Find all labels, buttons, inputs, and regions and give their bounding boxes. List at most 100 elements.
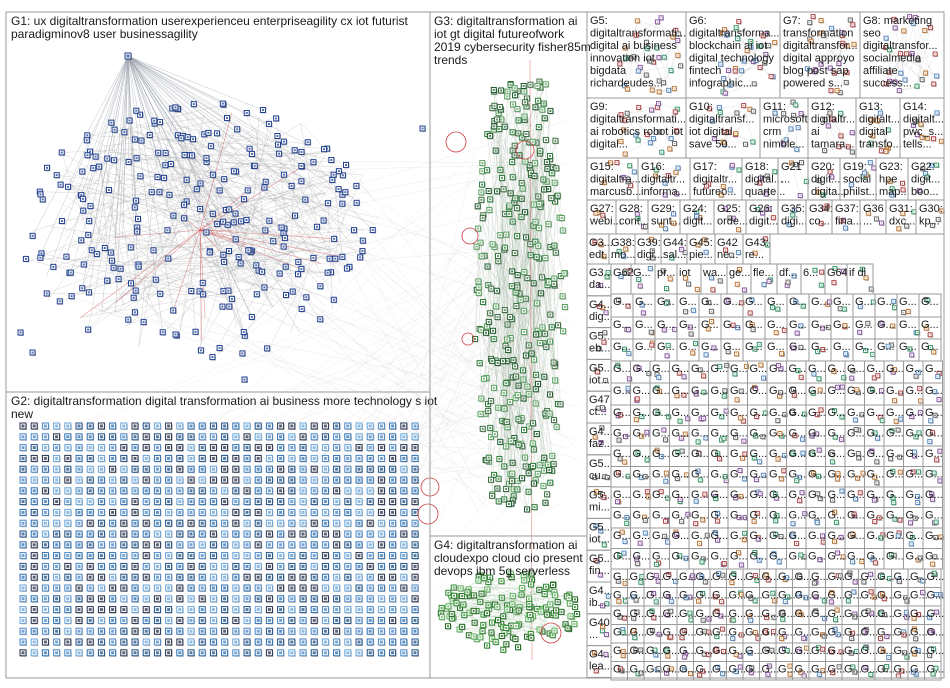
g2-node-image [200, 629, 204, 633]
g2-node-image [77, 608, 81, 612]
g2-node-image [234, 618, 238, 622]
g2-node-image [323, 500, 327, 504]
g1-edge [71, 179, 333, 246]
g1-node-image [192, 138, 195, 141]
g2-node-image [245, 554, 249, 558]
g1-node-image [174, 333, 177, 336]
g2-node-image [279, 456, 283, 460]
g2-node-image [111, 510, 115, 514]
g2-node-image [77, 597, 81, 601]
g2-node-image [256, 532, 260, 536]
g2-node-image [111, 500, 115, 504]
small-group-edge [728, 61, 754, 71]
g2-node-image [144, 500, 148, 504]
g2-node-image [245, 489, 249, 493]
g2-node-image [99, 554, 103, 558]
g1-node-image [241, 352, 244, 355]
g1-node-image [245, 111, 248, 114]
g2-node-image [256, 435, 260, 439]
g2-node-image [32, 629, 36, 633]
g1-node-image [113, 128, 116, 131]
small-group-edge [638, 107, 675, 144]
g1-edge [175, 107, 306, 232]
g1-node-image [39, 256, 42, 259]
g2-node-image [346, 586, 350, 590]
g2-node-image [55, 467, 59, 471]
g1-edge [168, 254, 288, 259]
g2-node-image [234, 521, 238, 525]
cross-edge [348, 166, 507, 368]
g2-node-image [55, 446, 59, 450]
g1-node-image [334, 257, 337, 260]
g2-node-image [189, 640, 193, 644]
g2-node-image [144, 575, 148, 579]
g1-node-image [67, 185, 70, 188]
g2-node-image [55, 456, 59, 460]
g2-node-image [155, 489, 159, 493]
g1-hub-edge [127, 55, 312, 186]
g1-node-image [237, 255, 240, 258]
small-group-edge [663, 36, 674, 83]
g1-node-image [322, 219, 325, 222]
g2-node-image [155, 597, 159, 601]
g2-node-image [144, 424, 148, 428]
g2-node-image [368, 521, 372, 525]
g1-node-image [87, 328, 90, 331]
g2-node-image [379, 586, 383, 590]
g2-node-image [189, 597, 193, 601]
g2-node-image [133, 446, 137, 450]
small-group-edge [807, 43, 843, 69]
g2-node-image [21, 510, 25, 514]
g1-hub-edge [46, 55, 129, 277]
g2-node-image [368, 618, 372, 622]
g3-edge [477, 120, 519, 229]
g2-node-image [357, 478, 361, 482]
g2-node-image [312, 456, 316, 460]
g1-node-image [55, 174, 58, 177]
g2-node-image [66, 554, 70, 558]
g1-node-image [264, 229, 267, 232]
g2-node-image [335, 597, 339, 601]
g4-edge [456, 587, 523, 604]
small-group-edge [904, 27, 931, 81]
g2-node-image [267, 467, 271, 471]
g2-node-image [21, 435, 25, 439]
g2-node-image [391, 597, 395, 601]
g2-node-image [413, 532, 417, 536]
g2-node-image [301, 608, 305, 612]
g1-node-image [361, 239, 364, 242]
g1-node-image [223, 178, 226, 181]
g2-node-image [77, 618, 81, 622]
g1-node-image [87, 291, 90, 294]
g1-edge [90, 205, 228, 270]
g4-edge [489, 577, 502, 625]
g2-node-image [99, 575, 103, 579]
g2-node-image [88, 478, 92, 482]
g1-node-image [332, 173, 335, 176]
g1-node-image [202, 293, 205, 296]
g1-edge [130, 131, 326, 173]
small-group-edge [838, 63, 847, 83]
g2-node-image [99, 435, 103, 439]
g1-edge [82, 149, 133, 289]
g2-node-image [279, 521, 283, 525]
g1-node-image [139, 175, 142, 178]
g2-node-image [77, 456, 81, 460]
g1-node-image [85, 139, 88, 142]
g2-cross-edge [277, 217, 538, 477]
g1-node-image [86, 154, 89, 157]
g1-node-image [228, 305, 231, 308]
g2-node-image [111, 586, 115, 590]
g2-node-image [178, 435, 182, 439]
g2-node-image [43, 640, 47, 644]
g2-node-image [402, 564, 406, 568]
g2-node-image [290, 446, 294, 450]
g2-node-image [200, 521, 204, 525]
g2-node-image [402, 618, 406, 622]
g2-node-image [167, 446, 171, 450]
g1-node-image [293, 149, 296, 152]
g2-node-image [211, 618, 215, 622]
g2-node-image [122, 521, 126, 525]
g1-node-image [133, 311, 136, 314]
g2-node-image [66, 597, 70, 601]
